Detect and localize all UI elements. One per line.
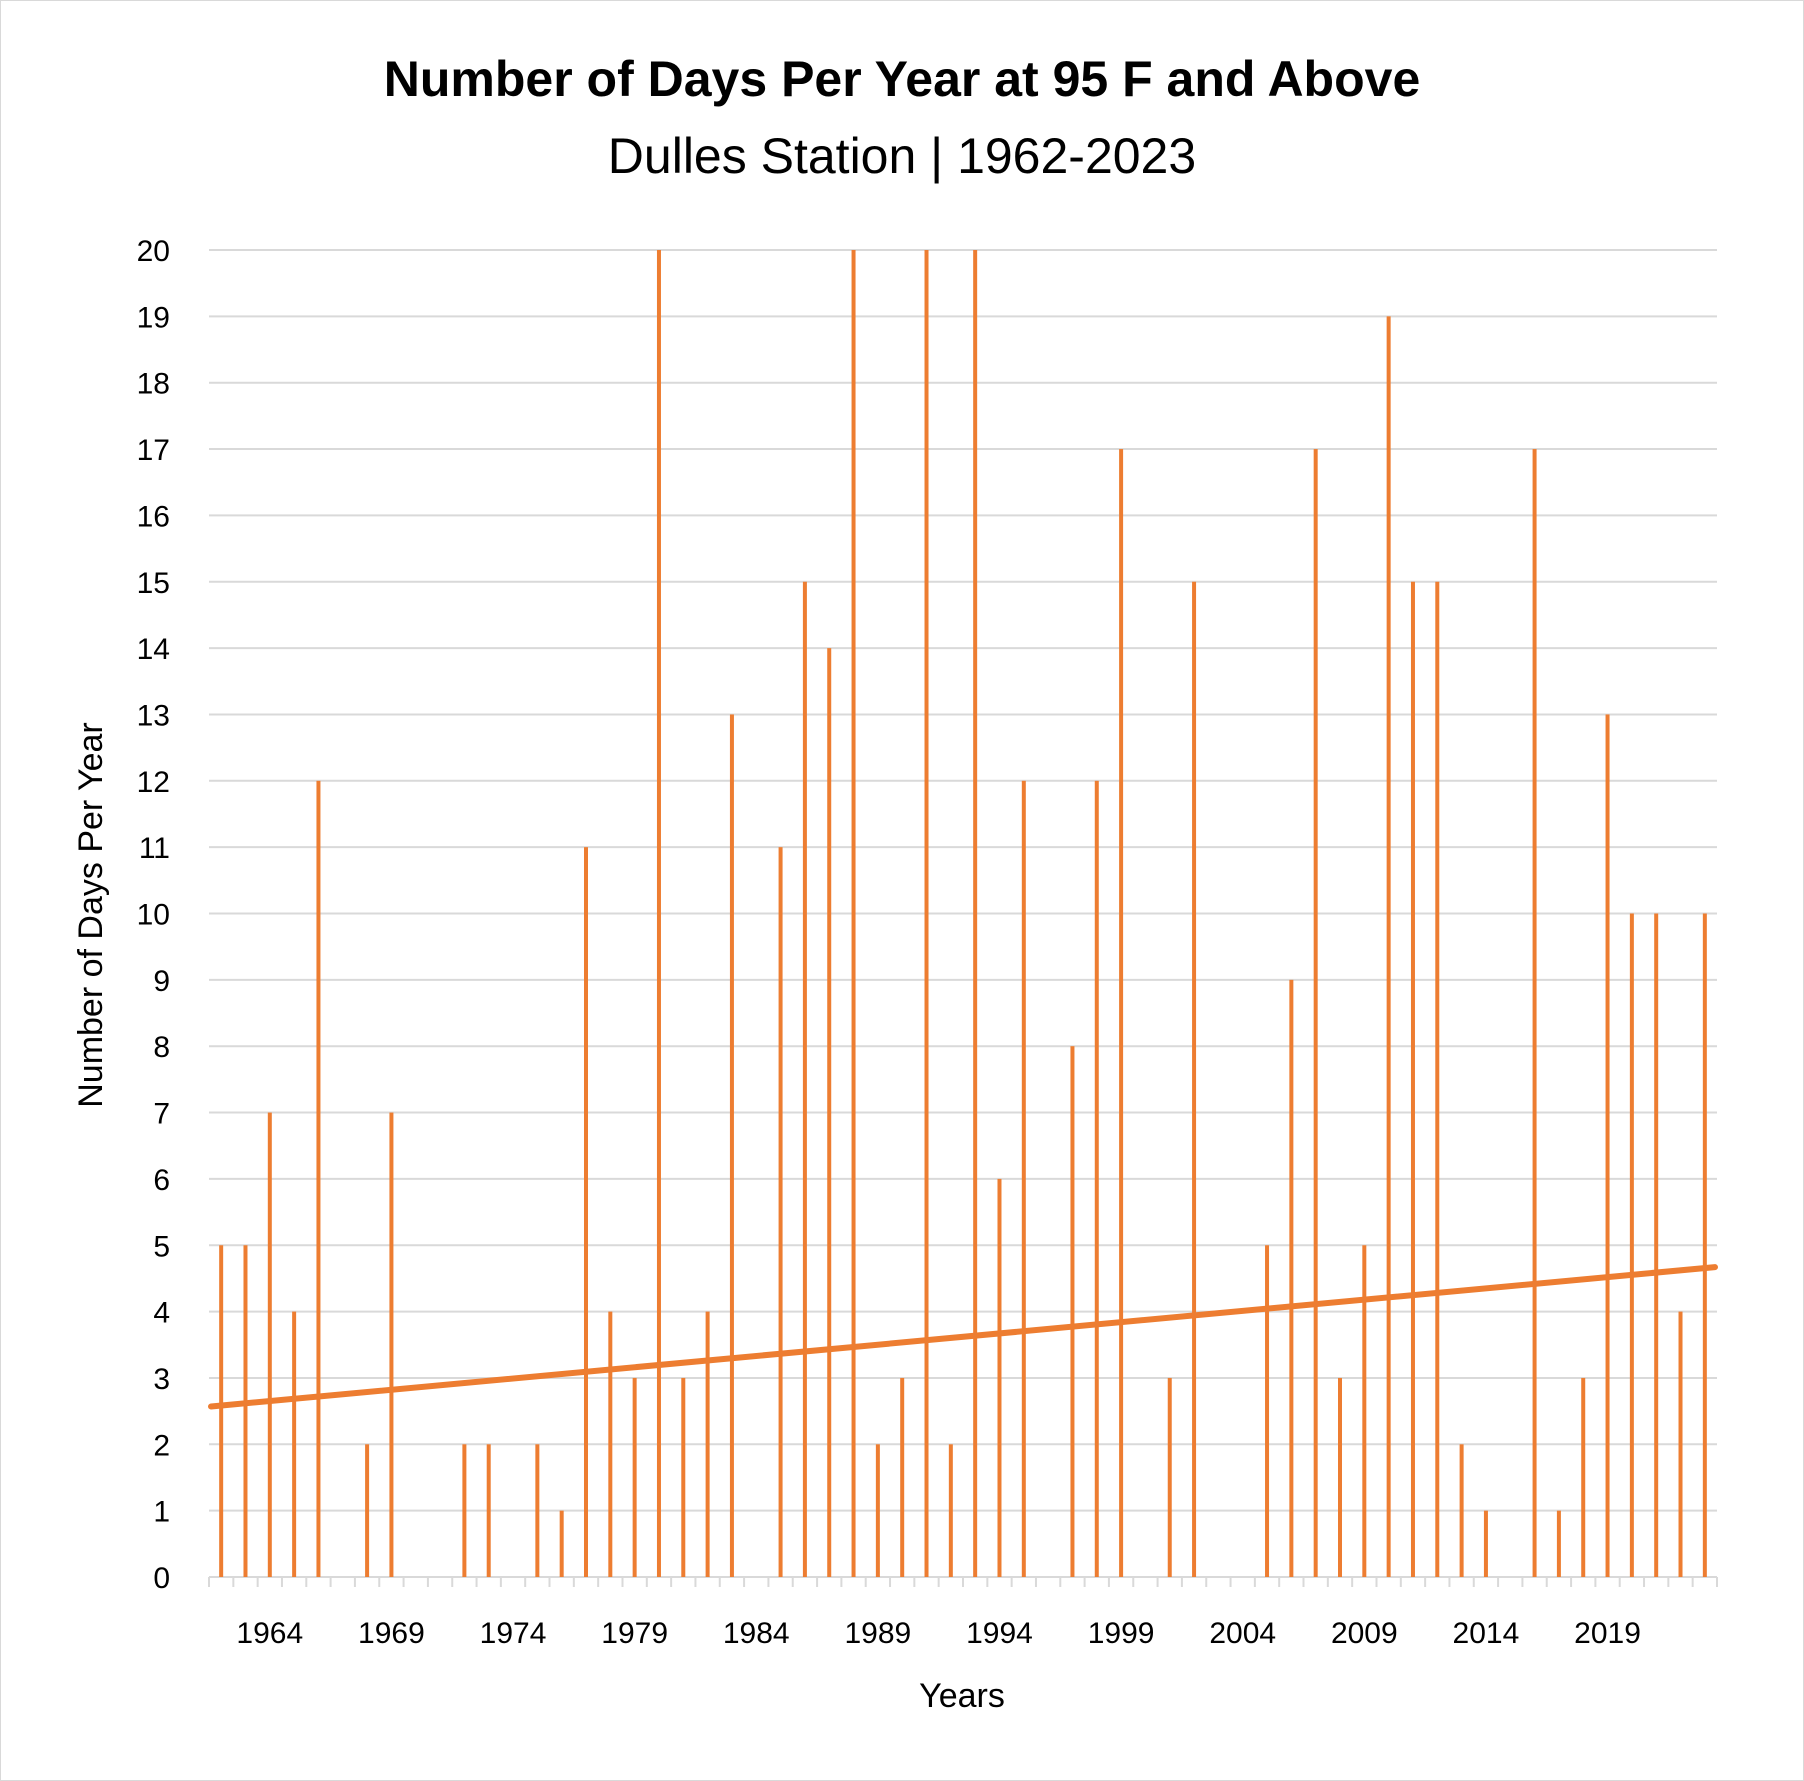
y-tick-label-17: 17 <box>137 434 170 467</box>
bar-2014 <box>1483 1510 1488 1577</box>
bar-1986 <box>802 581 807 1577</box>
bar-2007 <box>1313 449 1318 1577</box>
bar-1975 <box>535 1444 540 1577</box>
bar-1989 <box>875 1444 880 1577</box>
x-tick-label-1994: 1994 <box>966 1617 1033 1650</box>
bar-2016 <box>1532 449 1537 1577</box>
bar-1993 <box>973 250 978 1577</box>
y-tick-label-4: 4 <box>153 1297 170 1330</box>
bar-2023 <box>1702 913 1707 1577</box>
bar-2020 <box>1629 913 1634 1577</box>
y-tick-label-2: 2 <box>153 1429 170 1462</box>
bar-1962 <box>219 1245 224 1577</box>
bar-2021 <box>1654 913 1659 1577</box>
y-tick-label-14: 14 <box>137 633 170 666</box>
x-tick-label-1969: 1969 <box>358 1617 425 1650</box>
x-tick-label-2009: 2009 <box>1331 1617 1398 1650</box>
y-tick-label-10: 10 <box>137 899 170 932</box>
bar-1976 <box>559 1510 564 1577</box>
bars <box>219 250 1707 1578</box>
x-tick-label-1984: 1984 <box>723 1617 790 1650</box>
bar-2006 <box>1289 979 1294 1577</box>
bar-2018 <box>1581 1377 1586 1577</box>
y-tick-label-12: 12 <box>137 766 170 799</box>
bar-1979 <box>632 1377 637 1577</box>
bar-1998 <box>1094 780 1099 1577</box>
trendline-layer <box>208 1264 1718 1410</box>
bar-1983 <box>729 714 734 1577</box>
bar-1994 <box>997 1178 1002 1577</box>
x-tick-label-2004: 2004 <box>1209 1617 1276 1650</box>
bar-1965 <box>292 1311 297 1577</box>
x-tick-label-1999: 1999 <box>1088 1617 1155 1650</box>
bar-1999 <box>1119 449 1124 1577</box>
bar-2019 <box>1605 714 1610 1577</box>
gridlines <box>209 249 1717 1578</box>
bar-1963 <box>243 1245 248 1577</box>
bar-1978 <box>608 1311 613 1577</box>
bar-1973 <box>486 1444 491 1577</box>
x-axis-title: Years <box>919 1677 1005 1715</box>
bar-2017 <box>1556 1510 1561 1577</box>
y-tick-label-7: 7 <box>153 1098 170 1131</box>
bar-2005 <box>1265 1245 1270 1577</box>
bar-1992 <box>948 1444 953 1577</box>
x-tick-label-2014: 2014 <box>1453 1617 1520 1650</box>
x-tick-labels: 1964 1969 1974 1979 1984 1989 1994 1999 2004 2009… <box>236 1617 1640 1650</box>
bar-1982 <box>705 1311 710 1577</box>
y-tick-label-0: 0 <box>153 1562 170 1595</box>
y-tick-label-1: 1 <box>153 1496 170 1529</box>
bar-2011 <box>1410 581 1415 1577</box>
bar-1981 <box>681 1377 686 1577</box>
y-axis-title: Number of Days Per Year <box>72 722 110 1108</box>
y-tick-label-6: 6 <box>153 1164 170 1197</box>
bar-2008 <box>1338 1377 1342 1577</box>
bar-1988 <box>851 250 856 1577</box>
bar-1997 <box>1070 1046 1075 1577</box>
y-tick-label-3: 3 <box>153 1363 170 1396</box>
bar-2009 <box>1362 1245 1367 1577</box>
bar-1985 <box>778 847 783 1577</box>
x-tick-label-1964: 1964 <box>236 1617 303 1650</box>
chart-title: Number of Days Per Year at 95 F and Abov… <box>384 51 1421 107</box>
y-tick-label-20: 20 <box>137 235 170 268</box>
bar-1991 <box>924 250 929 1577</box>
y-tick-label-16: 16 <box>137 500 170 533</box>
bar-2010 <box>1386 316 1391 1578</box>
bar-1969 <box>389 1112 394 1577</box>
y-tick-label-5: 5 <box>153 1230 170 1263</box>
bar-2022 <box>1678 1311 1683 1577</box>
y-tick-label-13: 13 <box>137 699 170 732</box>
bar-1990 <box>900 1377 905 1577</box>
bar-1977 <box>584 847 588 1577</box>
bar-1972 <box>462 1444 467 1577</box>
bar-1966 <box>316 780 321 1577</box>
y-tick-label-9: 9 <box>153 965 170 998</box>
y-tick-label-19: 19 <box>137 301 170 334</box>
bar-2002 <box>1192 581 1197 1577</box>
x-axis <box>208 1576 1718 1587</box>
x-tick-label-2019: 2019 <box>1574 1617 1641 1650</box>
chart-subtitle: Dulles Station | 1962-2023 <box>608 128 1196 184</box>
y-tick-label-8: 8 <box>153 1031 170 1064</box>
x-tick-label-1979: 1979 <box>601 1617 668 1650</box>
x-tick-label-1974: 1974 <box>480 1617 547 1650</box>
bar-2013 <box>1459 1444 1464 1577</box>
y-tick-label-11: 11 <box>139 832 170 865</box>
bar-2001 <box>1167 1377 1172 1577</box>
x-tick-label-1989: 1989 <box>844 1617 911 1650</box>
bar-1964 <box>267 1112 272 1577</box>
bar-1987 <box>827 648 832 1577</box>
bar-2012 <box>1435 581 1440 1577</box>
bar-1968 <box>365 1444 370 1577</box>
bar-1980 <box>656 250 661 1577</box>
y-tick-label-18: 18 <box>137 368 170 401</box>
bar-1995 <box>1021 780 1026 1577</box>
trendline <box>208 1264 1718 1410</box>
y-tick-label-15: 15 <box>137 567 170 600</box>
